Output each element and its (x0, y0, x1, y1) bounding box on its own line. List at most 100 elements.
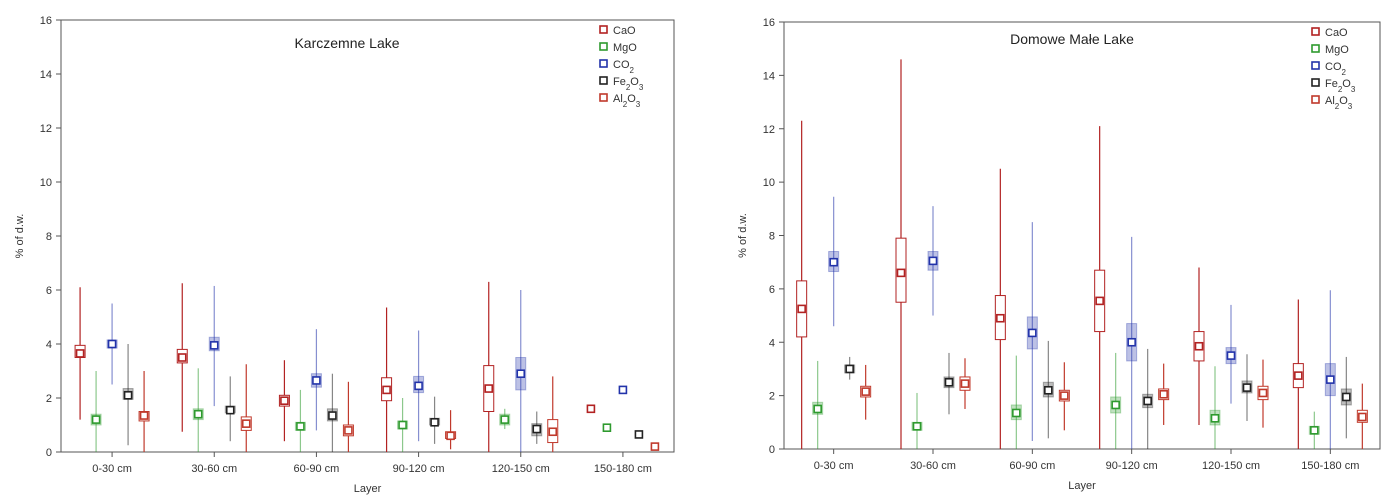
x-tick-label: 60-90 cm (1009, 460, 1055, 472)
x-tick-label: 90-120 cm (393, 463, 445, 475)
median-marker (328, 411, 337, 420)
box-fe2-3 (429, 396, 441, 444)
legend-entry: CO2 (1311, 61, 1347, 77)
box-mgo-0 (90, 371, 102, 452)
box-fe2-1 (224, 376, 236, 442)
legend-entry: Fe2O3 (599, 76, 644, 92)
box-mgo-1 (911, 392, 923, 449)
legend-swatch (599, 25, 608, 34)
y-tick-label: 10 (763, 177, 775, 189)
y-tick-label: 6 (769, 284, 775, 296)
median-marker (1294, 371, 1303, 380)
box-cao-1 (176, 283, 188, 432)
box-al2-3 (445, 410, 457, 450)
box-mgo-4 (1209, 366, 1221, 449)
box-cao-1 (895, 59, 907, 449)
box-cao-5 (1292, 299, 1304, 449)
legend-swatch (1311, 44, 1320, 53)
box-cao-0 (796, 120, 808, 449)
box-cao-0 (74, 287, 86, 420)
median-marker (1143, 396, 1152, 406)
median-marker (500, 415, 510, 424)
box-mgo-5 (602, 423, 612, 433)
median-marker (1194, 341, 1204, 351)
median-marker (845, 364, 854, 374)
median-marker (75, 349, 85, 358)
legend-label: MgO (613, 42, 637, 54)
box-al2-5 (1356, 383, 1368, 449)
median-marker (1342, 392, 1351, 402)
median-marker (1226, 351, 1236, 360)
y-tick-label: 8 (769, 231, 775, 243)
median-marker (1127, 337, 1136, 347)
x-axis-title: Layer (1068, 480, 1096, 492)
median-marker (1044, 385, 1053, 395)
legend-label: CO2 (1325, 61, 1347, 77)
box-co2-0 (106, 303, 118, 385)
legend-label: CaO (613, 25, 636, 37)
median-marker (602, 423, 612, 433)
median-marker (813, 404, 822, 414)
box-mgo-3 (1110, 352, 1122, 449)
median-marker (1012, 408, 1021, 418)
median-marker (996, 313, 1005, 323)
box-fe2-5 (634, 430, 644, 439)
median-marker (1358, 412, 1367, 422)
y-tick-label: 8 (46, 231, 52, 243)
y-tick-label: 0 (769, 444, 775, 456)
box-fe2-0 (122, 344, 134, 446)
box-al2-5 (650, 442, 660, 451)
x-tick-label: 120-150 cm (1202, 460, 1260, 472)
median-marker (650, 442, 660, 451)
box-mgo-5 (1308, 411, 1320, 449)
median-marker (861, 387, 870, 396)
legend-label: CaO (1325, 27, 1348, 39)
legend-swatch (1311, 95, 1320, 104)
box-cao-4 (483, 281, 495, 452)
legend-entry: Al2O3 (1311, 95, 1353, 111)
box-mgo-2 (294, 389, 306, 452)
median-marker (532, 424, 542, 434)
y-tick-label: 16 (763, 17, 775, 29)
legend-swatch (599, 59, 608, 68)
plot-frame (783, 21, 1381, 450)
median-marker (1310, 426, 1319, 435)
box-mgo-1 (192, 368, 204, 452)
box-co2-2 (310, 329, 322, 431)
box-cao-2 (278, 360, 290, 442)
box-al2-0 (860, 364, 872, 420)
legend-label: Al2O3 (1325, 95, 1353, 111)
legend-entry: CO2 (599, 59, 635, 75)
y-tick-label: 0 (46, 447, 52, 459)
median-marker (193, 409, 203, 419)
y-axis-title: % of d.w. (14, 214, 26, 259)
legend-entry: Al2O3 (599, 93, 641, 109)
legend-label: Fe2O3 (1325, 78, 1356, 94)
x-tick-label: 90-120 cm (1106, 460, 1158, 472)
median-marker (1159, 389, 1168, 399)
x-tick-label: 120-150 cm (492, 463, 550, 475)
y-tick-label: 6 (46, 285, 52, 297)
box-co2-1 (927, 206, 939, 316)
box-fe2-0 (844, 356, 856, 380)
y-tick-label: 2 (46, 393, 52, 405)
y-tick-label: 4 (46, 339, 52, 351)
median-marker (382, 385, 391, 395)
box-cao-2 (994, 168, 1006, 449)
median-marker (896, 268, 906, 278)
legend-label: Fe2O3 (613, 76, 644, 92)
box-co2-2 (1026, 222, 1038, 441)
median-marker (177, 353, 187, 362)
y-tick-label: 14 (763, 70, 775, 82)
box-co2-0 (828, 196, 840, 327)
median-marker (484, 384, 494, 393)
median-marker (344, 426, 353, 435)
x-axis-title: Layer (354, 483, 382, 495)
median-marker (241, 419, 251, 428)
median-marker (280, 396, 289, 406)
x-tick-label: 0-30 cm (92, 463, 132, 475)
box-mgo-2 (1010, 355, 1022, 449)
median-marker (1095, 296, 1104, 306)
legend-swatch (599, 93, 608, 102)
box-fe2-5 (1340, 356, 1352, 439)
